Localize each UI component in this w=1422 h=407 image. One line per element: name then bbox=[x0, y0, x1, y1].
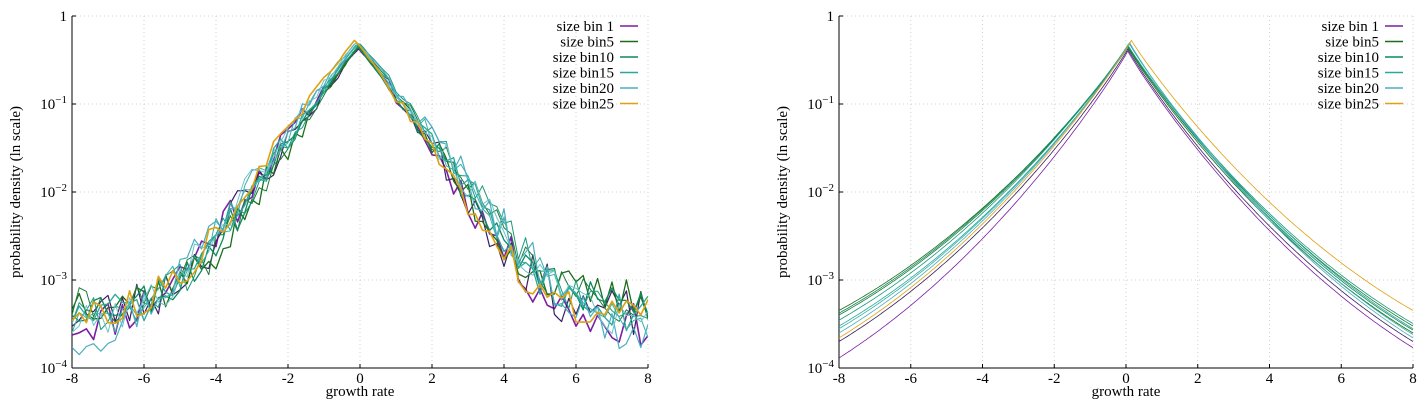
y-tick-label: 10−4 bbox=[807, 358, 834, 377]
y-tick-base: 10 bbox=[40, 185, 55, 201]
y-tick-base: 10 bbox=[40, 361, 55, 377]
legend-label: size bin25 bbox=[1318, 97, 1379, 113]
y-tick-exponent: −2 bbox=[822, 182, 834, 194]
series-line-size-bin-1 bbox=[839, 50, 1413, 359]
y-tick-exponent: −3 bbox=[822, 270, 834, 282]
y-axis-label: probability density (ln scale) bbox=[8, 106, 24, 278]
y-tick-base: 10 bbox=[40, 97, 55, 113]
y-tick-exponent: −3 bbox=[55, 270, 67, 282]
y-tick-exponent: −1 bbox=[822, 94, 834, 106]
y-tick-label: 10−2 bbox=[807, 182, 834, 201]
x-axis-label: growth rate bbox=[326, 384, 395, 400]
series-line-size-bin20 bbox=[839, 42, 1413, 339]
series-group bbox=[72, 39, 648, 356]
series-line-size-bin10 bbox=[72, 44, 648, 322]
y-tick-base: 1 bbox=[60, 9, 68, 25]
y-tick-label: 10−3 bbox=[807, 270, 834, 289]
y-tick-exponent: −1 bbox=[55, 94, 67, 106]
x-tick-label: -2 bbox=[1048, 371, 1061, 387]
left-chart-panel: -8 -6 -4 -2 0 2 4 6 8 1 10−1 10−2 10−3 10−4 growth rat… bbox=[0, 0, 711, 402]
x-tick-label: 6 bbox=[1338, 371, 1346, 387]
x-axis-label: growth rate bbox=[1092, 384, 1161, 400]
series-line-bin12 bbox=[72, 43, 648, 331]
x-tick-label: 2 bbox=[428, 371, 436, 387]
x-tick-label: 8 bbox=[1409, 371, 1417, 387]
legend-label: size bin10 bbox=[553, 50, 614, 66]
x-tick-label: 8 bbox=[644, 371, 652, 387]
y-tick-label: 10−1 bbox=[807, 94, 834, 113]
y-tick-label: 10−2 bbox=[40, 182, 67, 201]
y-tick-label: 10−3 bbox=[40, 270, 67, 289]
series-line-bin3 bbox=[839, 48, 1413, 342]
x-tick-label: 0 bbox=[1122, 371, 1130, 387]
series-group bbox=[839, 39, 1413, 359]
y-tick-label: 1 bbox=[827, 9, 835, 25]
legend-label: size bin25 bbox=[553, 97, 614, 113]
y-tick-base: 10 bbox=[40, 273, 55, 289]
legend-label: size bin5 bbox=[1325, 35, 1379, 51]
legend-label: size bin15 bbox=[1318, 66, 1379, 82]
right-chart-panel: -8 -6 -4 -2 0 2 4 6 8 1 10−1 10−2 10−3 10−4 growth rat… bbox=[711, 0, 1422, 402]
legend-label: size bin10 bbox=[1318, 50, 1379, 66]
legend-label: size bin20 bbox=[1318, 81, 1379, 97]
series-line-size-bin-1 bbox=[72, 47, 648, 346]
legend-label: size bin20 bbox=[553, 81, 614, 97]
y-tick-exponent: −4 bbox=[55, 358, 67, 370]
y-tick-base: 1 bbox=[827, 9, 835, 25]
y-tick-label: 1 bbox=[60, 9, 68, 25]
x-tick-label: -4 bbox=[210, 371, 223, 387]
x-tick-label: 6 bbox=[572, 371, 580, 387]
y-tick-label: 10−4 bbox=[40, 358, 67, 377]
x-tick-label: -6 bbox=[138, 371, 151, 387]
series-line-size-bin25 bbox=[72, 39, 648, 325]
y-tick-label: 10−1 bbox=[40, 94, 67, 113]
x-tick-label: 0 bbox=[356, 371, 364, 387]
x-tick-label: 4 bbox=[1266, 371, 1274, 387]
series-line-size-bin25 bbox=[839, 39, 1413, 339]
x-tick-label: 4 bbox=[500, 371, 508, 387]
x-tick-label: -2 bbox=[282, 371, 295, 387]
x-tick-label: -8 bbox=[833, 371, 846, 387]
x-tick-label: -4 bbox=[976, 371, 989, 387]
y-tick-exponent: −4 bbox=[822, 358, 834, 370]
y-tick-base: 10 bbox=[807, 185, 822, 201]
x-tick-label: -6 bbox=[905, 371, 918, 387]
y-tick-base: 10 bbox=[807, 361, 822, 377]
legend-label: size bin15 bbox=[553, 66, 614, 82]
y-tick-base: 10 bbox=[807, 273, 822, 289]
legend-label: size bin5 bbox=[560, 35, 614, 51]
x-tick-label: -8 bbox=[66, 371, 79, 387]
y-tick-exponent: −2 bbox=[55, 182, 67, 194]
legend-label: size bin 1 bbox=[1322, 19, 1380, 35]
legend-label: size bin 1 bbox=[557, 19, 615, 35]
y-tick-base: 10 bbox=[807, 97, 822, 113]
x-tick-label: 2 bbox=[1194, 371, 1202, 387]
y-axis-label: probability density (ln scale) bbox=[775, 106, 791, 278]
